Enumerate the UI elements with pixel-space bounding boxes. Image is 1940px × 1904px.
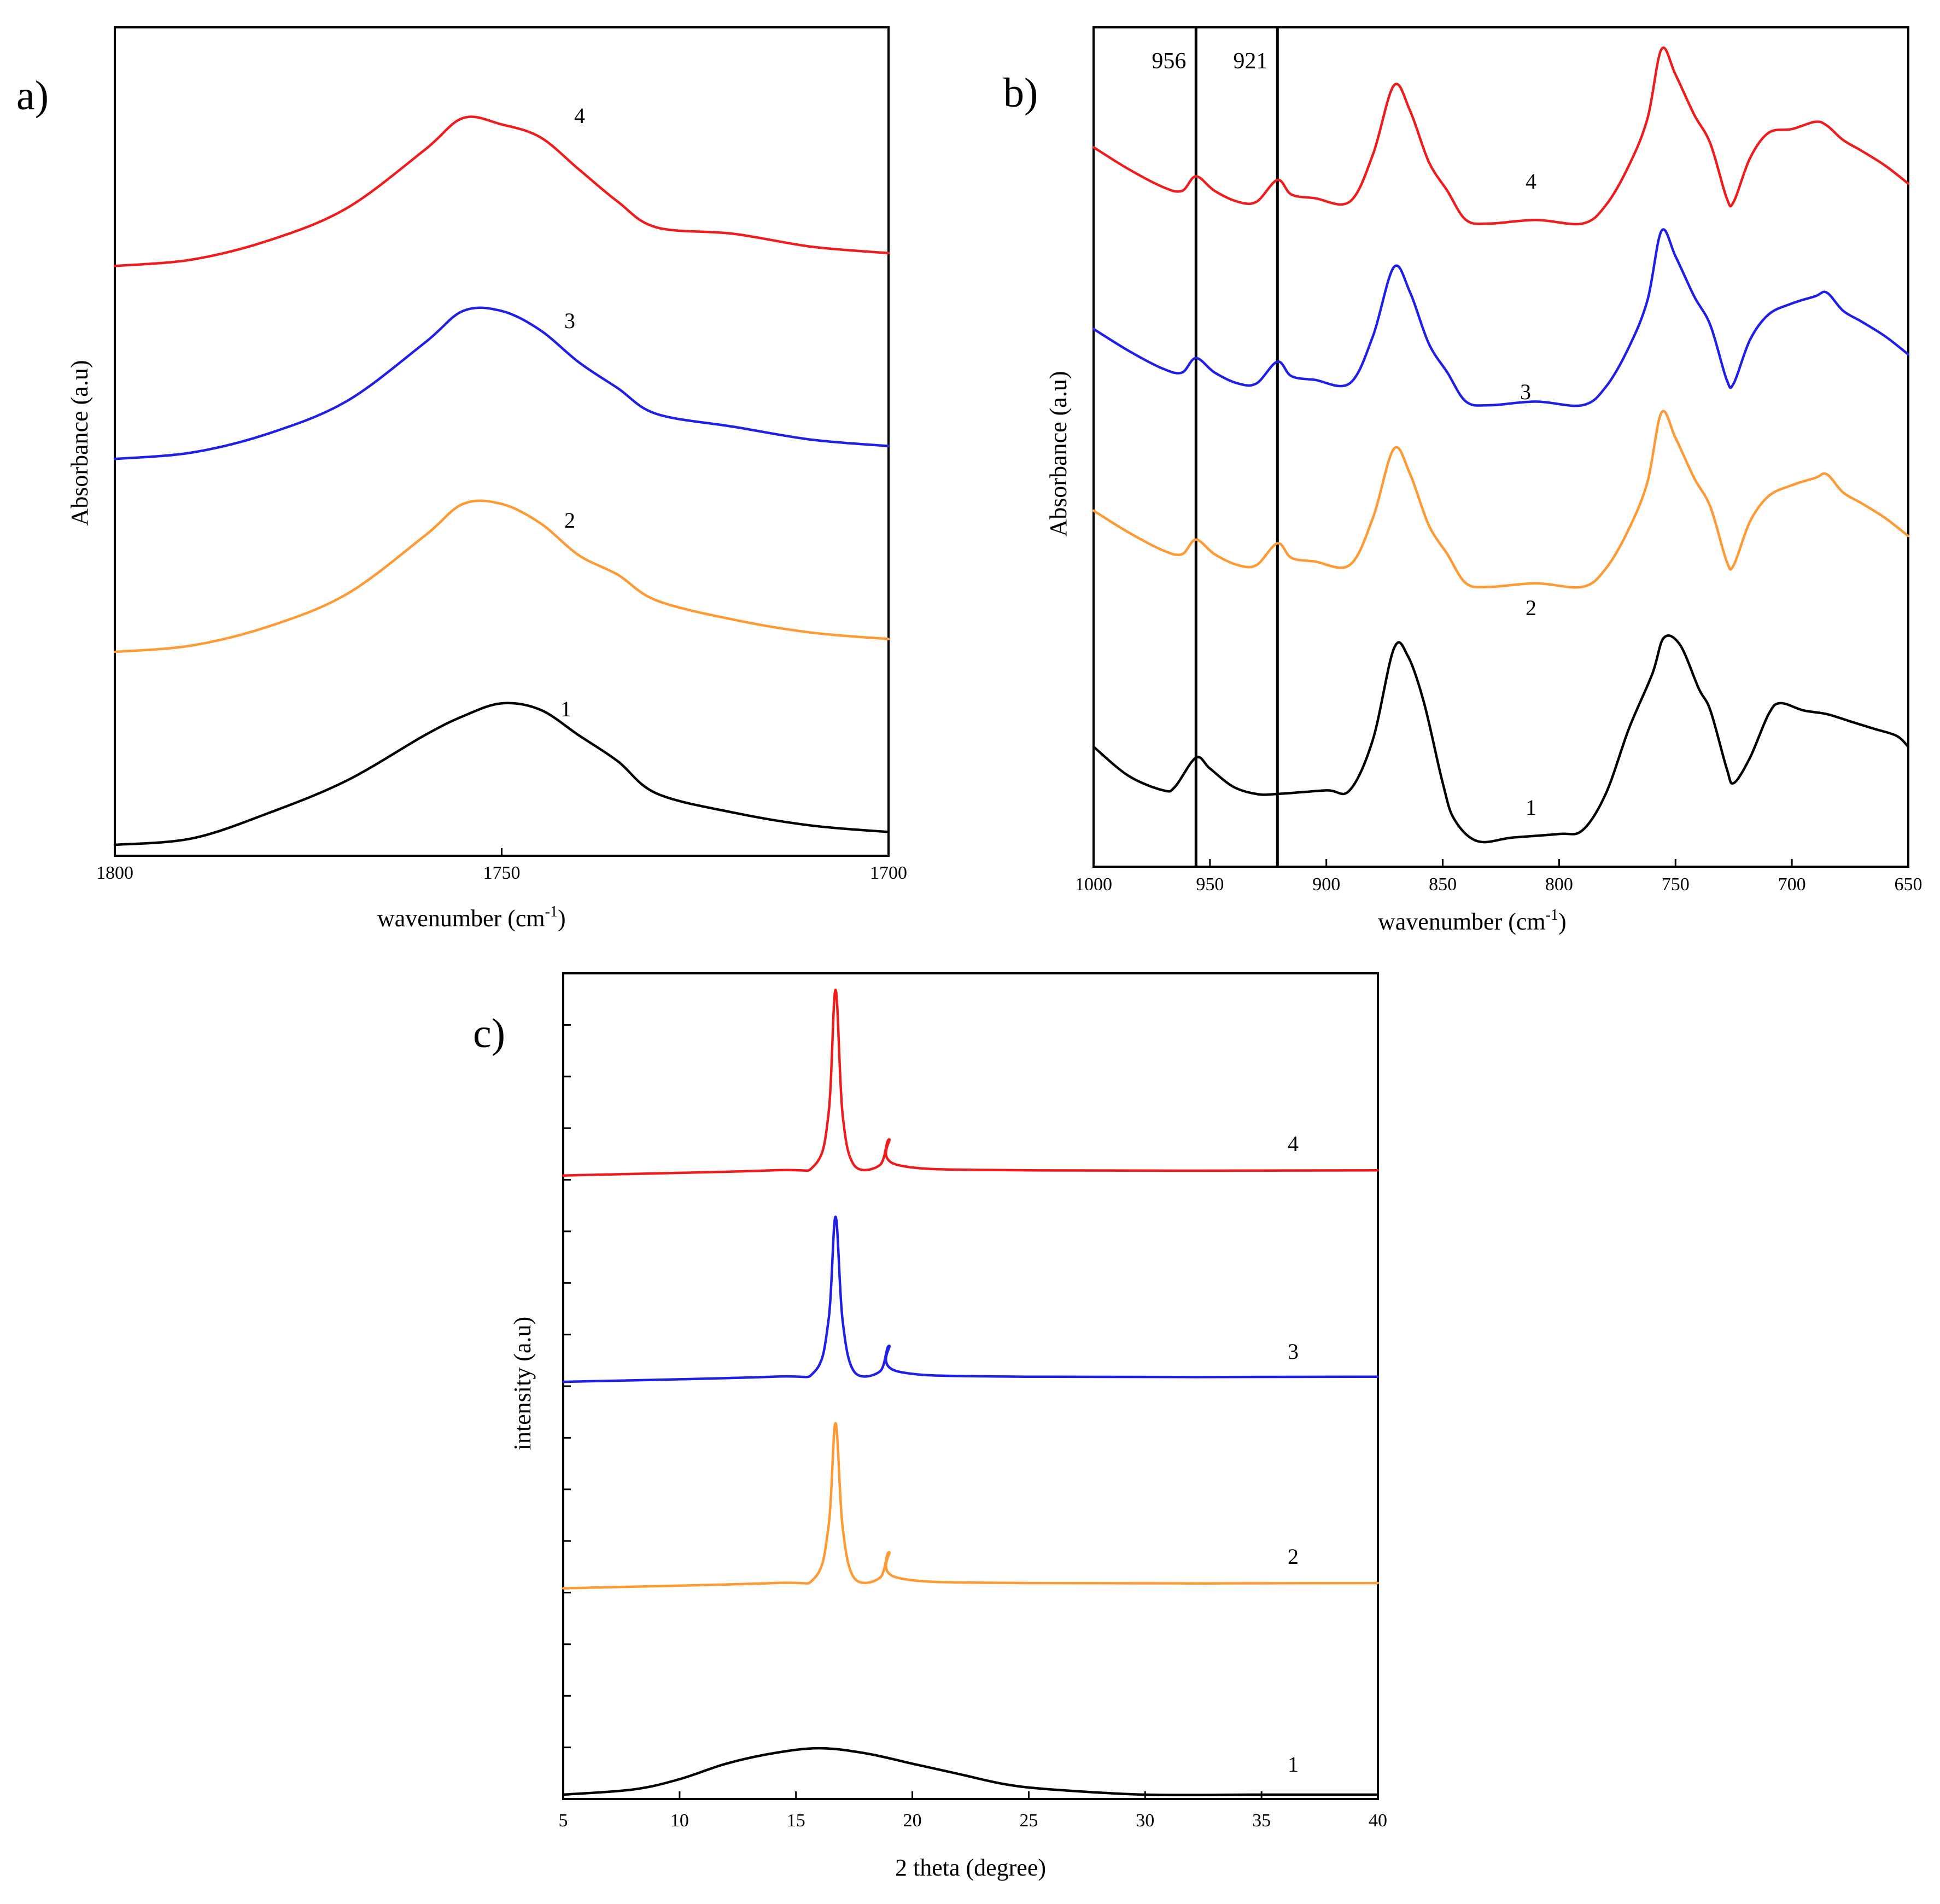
panel-c-y-ticks xyxy=(563,1024,571,1749)
series-3-label: 3 xyxy=(1520,379,1531,404)
series-1-label: 1 xyxy=(1526,795,1536,820)
series-2-line xyxy=(1092,410,1910,589)
panel-b-label: b) xyxy=(1003,70,1038,116)
x-tick-label: 850 xyxy=(1429,874,1457,895)
series-3-label: 3 xyxy=(1288,1339,1299,1364)
panel-a-x-axis-title: wavenumber (cm-1) xyxy=(377,903,566,932)
panel-b-x-ticks: 1000 950 900 850 800 750 700 650 xyxy=(1075,859,1923,895)
x-tick-label: 800 xyxy=(1545,874,1573,895)
panel-b-y-axis-title: Absorbance (a.u) xyxy=(1045,371,1072,537)
x-tick-label: 25 xyxy=(1019,1810,1038,1831)
series-2-line xyxy=(562,1422,1380,1590)
series-1-line xyxy=(113,702,890,846)
panel-b-x-axis-title: wavenumber (cm-1) xyxy=(1378,907,1567,935)
series-4-line xyxy=(1092,46,1910,226)
panel-c-plot-frame xyxy=(562,972,1379,1800)
panel-c-label: c) xyxy=(473,1011,505,1056)
panel-a-plot-frame xyxy=(114,26,890,857)
series-4-label: 4 xyxy=(1288,1131,1299,1156)
panel-c-curves: 1 2 3 4 xyxy=(562,988,1380,1796)
panel-a-curves: 1 2 3 4 xyxy=(113,103,890,846)
x-tick-label: 5 xyxy=(559,1810,568,1831)
x-tick-label: 900 xyxy=(1312,874,1340,895)
series-2-label: 2 xyxy=(564,508,575,533)
series-4-label: 4 xyxy=(1526,169,1536,194)
panel-a-x-ticks: 1800 1750 1700 xyxy=(96,848,907,883)
panel-c-y-axis-title: intensity (a.u) xyxy=(509,1317,536,1450)
series-2-label: 2 xyxy=(1526,595,1536,620)
panel-b-reference-lines: 956 921 xyxy=(1152,27,1279,867)
x-tick-label: 650 xyxy=(1895,874,1923,895)
x-tick-label: 35 xyxy=(1252,1810,1271,1831)
panel-b-curves: 1 2 3 4 xyxy=(1092,46,1910,844)
x-tick-label: 10 xyxy=(670,1810,689,1831)
series-3-line xyxy=(113,306,890,460)
series-4-line xyxy=(562,988,1380,1177)
x-tick-label: 40 xyxy=(1369,1810,1387,1831)
x-tick-label: 1750 xyxy=(483,863,521,883)
x-tick-label: 700 xyxy=(1778,874,1806,895)
series-4-label: 4 xyxy=(574,103,585,128)
series-3-line xyxy=(562,1215,1380,1383)
panel-a-label: a) xyxy=(16,73,49,119)
series-1-line xyxy=(562,1747,1380,1796)
x-tick-label: 20 xyxy=(903,1810,922,1831)
series-2-line xyxy=(113,499,890,653)
panel-c-x-ticks: 5 10 15 20 25 30 35 40 xyxy=(559,1791,1387,1831)
panel-b-plot-frame xyxy=(1092,26,1909,868)
x-tick-label: 1700 xyxy=(870,863,907,883)
x-tick-label: 1800 xyxy=(96,863,133,883)
series-1-label: 1 xyxy=(1288,1752,1299,1777)
x-tick-label: 1000 xyxy=(1075,874,1112,895)
series-1-label: 1 xyxy=(560,697,571,721)
panel-b-chart: b) 956 921 1 2 3 4 1000 950 900 850 800 750 700 650… xyxy=(1003,26,1923,935)
series-3-label: 3 xyxy=(564,308,575,333)
x-tick-label: 950 xyxy=(1196,874,1224,895)
series-4-line xyxy=(113,115,890,267)
panel-a-y-axis-title: Absorbance (a.u) xyxy=(66,360,93,526)
panel-c-x-axis-title: 2 theta (degree) xyxy=(895,1854,1046,1881)
panel-c-chart: c) 1 2 3 4 5 10 15 20 25 30 35 40 2 theta (degree)… xyxy=(473,972,1387,1881)
panel-a-chart: a) 1 2 3 4 1800 1750 1700 wavenumber (cm-1) A… xyxy=(16,26,907,932)
reference-line-label-956: 956 xyxy=(1152,49,1186,74)
x-tick-label: 750 xyxy=(1662,874,1690,895)
series-2-label: 2 xyxy=(1288,1544,1299,1569)
x-tick-label: 15 xyxy=(787,1810,805,1831)
series-1-line xyxy=(1092,634,1910,844)
series-3-line xyxy=(1092,228,1910,407)
reference-line-label-921: 921 xyxy=(1233,49,1267,74)
x-tick-label: 30 xyxy=(1136,1810,1154,1831)
